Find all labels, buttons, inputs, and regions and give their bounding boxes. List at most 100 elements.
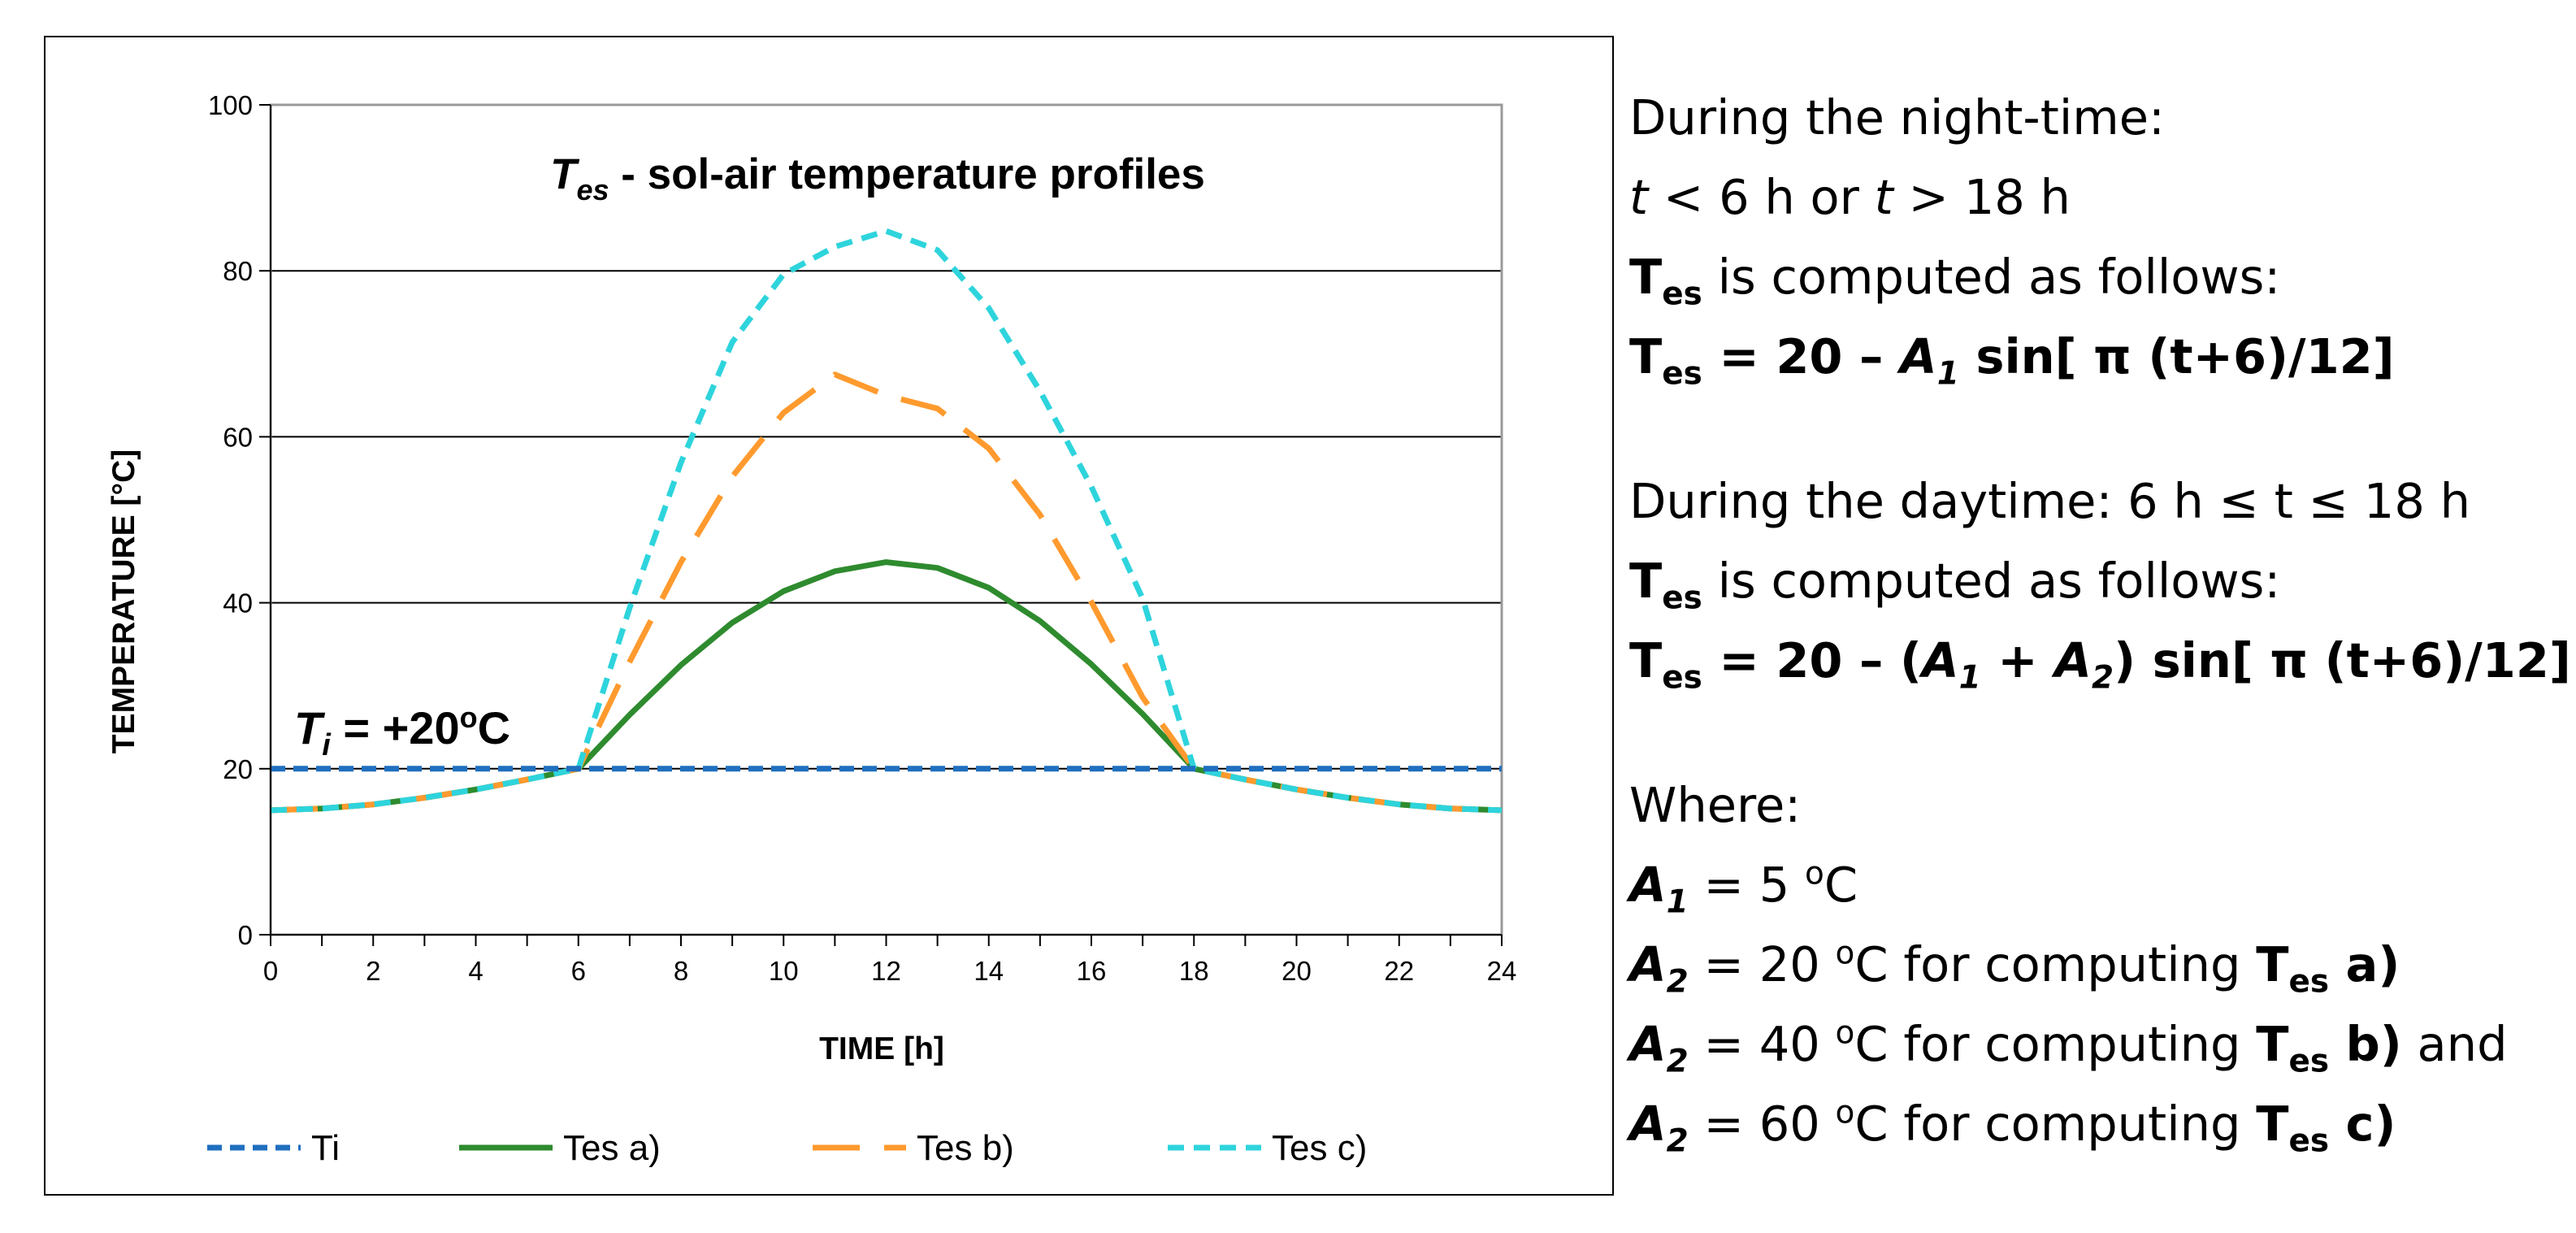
ti-text: = +20 (331, 702, 460, 753)
a2-T-sub: es (2288, 1122, 2330, 1160)
y-tick-label: 40 (223, 588, 253, 619)
df-T: T (1629, 632, 1663, 688)
a2-value: = 40 (1688, 1016, 1836, 1072)
title-symbol: T (550, 150, 580, 198)
day-heading: During the daytime: 6 h ≤ t ≤ 18 h (1629, 473, 2471, 529)
ti-sup: o (460, 701, 478, 734)
chart-title: Tes - sol-air temperature profiles (550, 150, 1205, 206)
explanation-panel: During the night-time: t < 6 h or t > 18… (1629, 78, 2571, 1164)
x-tick-label: 8 (674, 956, 688, 986)
y-tick-label: 20 (223, 754, 253, 784)
nf-part2: sin[ π (t+6)/12] (1958, 328, 2395, 384)
a2-line: A2 = 40 oC for computing Tes b) and (1629, 1005, 2556, 1084)
a2-sup: o (1835, 1014, 1855, 1052)
a2-sup: o (1835, 1094, 1855, 1131)
legend-label: Tes b) (917, 1128, 1014, 1168)
x-tick-label: 0 (263, 956, 278, 986)
chart-frame (44, 36, 1614, 1196)
a2-sub: 2 (1666, 1122, 1689, 1160)
x-tick-label: 14 (974, 956, 1004, 986)
night-computed-rest: is computed as follows: (1702, 249, 2281, 305)
day-computed: Tes is computed as follows: (1629, 541, 2556, 621)
ti-symbol: T (294, 702, 326, 753)
legend: Ti Tes a) Tes b) Tes c) (207, 1128, 1367, 1168)
a2-A: A (1629, 1016, 1667, 1072)
legend-label: Tes a) (563, 1128, 661, 1168)
night-t2: t (1874, 169, 1893, 225)
night-end: > 18 h (1893, 169, 2071, 225)
df-A1: A (1922, 632, 1959, 688)
a2-case: a) (2329, 936, 2400, 992)
nf-A: A (1900, 328, 1937, 384)
a2-A: A (1629, 936, 1667, 992)
y-tick-label: 60 (223, 422, 253, 452)
night-computed: Tes is computed as follows: (1629, 237, 2556, 317)
x-tick-label: 18 (1179, 956, 1209, 986)
day-formula: Tes = 20 – (A1 + A2) sin[ π (t+6)/12] (1629, 621, 2571, 701)
a1-sub: 1 (1666, 884, 1689, 921)
x-tick-label: 2 (366, 956, 380, 986)
df-plus: + (1980, 632, 2055, 688)
y-tick-label: 100 (208, 90, 253, 120)
ti-annotation: Ti = +20oC (294, 701, 510, 762)
x-tick-label: 4 (468, 956, 483, 986)
day-T: T (1629, 553, 1663, 609)
night-mid: < 6 h or (1648, 169, 1875, 225)
nf-part1: = 20 – (1702, 328, 1901, 384)
a2-value: = 20 (1688, 936, 1836, 992)
y-axis-title: TEMPERATURE [°C] (106, 449, 141, 754)
df-T-sub: es (1662, 659, 1702, 697)
a2-rest: C for computing (1854, 1096, 2257, 1152)
night-T: T (1629, 249, 1663, 305)
series-group (270, 228, 1503, 814)
a2-tail: and (2401, 1016, 2508, 1072)
nf-T: T (1629, 328, 1663, 384)
ti-unit: C (478, 702, 510, 753)
a2-sub: 2 (1666, 963, 1689, 1001)
day-computed-rest: is computed as follows: (1702, 553, 2281, 609)
a2-T-sub: es (2288, 1043, 2330, 1080)
a2-value: = 60 (1688, 1096, 1836, 1152)
a2-rest: C for computing (1854, 1016, 2257, 1072)
night-formula: Tes = 20 – A1 sin[ π (t+6)/12] (1629, 317, 2556, 397)
y-tick-label: 80 (223, 256, 253, 286)
title-text: - sol-air temperature profiles (609, 150, 1205, 198)
a2-T: T (2256, 936, 2289, 992)
a2-T: T (2256, 1016, 2289, 1072)
a2-rest: C for computing (1854, 936, 2257, 992)
a2-T-sub: es (2288, 963, 2330, 1001)
a1-sup: o (1805, 855, 1824, 892)
a1-value: = 5 (1688, 857, 1806, 913)
x-tick-label: 24 (1487, 956, 1517, 986)
night-t1: t (1629, 169, 1649, 225)
nf-A-sub: 1 (1936, 355, 1959, 393)
a2-line: A2 = 20 oC for computing Tes a) (1629, 925, 2556, 1005)
a2-case: c) (2329, 1096, 2396, 1152)
x-tick-label: 12 (871, 956, 901, 986)
y-tick-label: 0 (238, 920, 253, 950)
nf-T-sub: es (1662, 355, 1702, 393)
x-tick-label: 16 (1077, 956, 1107, 986)
df-A1-sub: 1 (1958, 659, 1981, 697)
x-tick-label: 6 (571, 956, 586, 986)
title-subscript: es (576, 173, 609, 206)
day-T-sub: es (1662, 580, 1702, 617)
df-A2: A (2054, 632, 2092, 688)
x-tick-label: 22 (1384, 956, 1414, 986)
a2-sub: 2 (1666, 1043, 1689, 1080)
x-axis-title: TIME [h] (819, 1031, 944, 1066)
df-part2: ) sin[ π (t+6)/12] (2114, 632, 2571, 688)
legend-label: Ti (311, 1128, 340, 1168)
a1-unit: C (1824, 857, 1858, 913)
a2-T: T (2256, 1096, 2289, 1152)
night-T-sub: es (1662, 276, 1702, 313)
a2-line: A2 = 60 oC for computing Tes c) (1629, 1084, 2556, 1164)
a1-A: A (1629, 857, 1667, 913)
a2-A: A (1629, 1096, 1667, 1152)
night-heading: During the night-time: (1629, 89, 2165, 145)
where-label: Where: (1629, 777, 1802, 833)
a1-line: A1 = 5 oC (1629, 845, 2556, 925)
x-tick-label: 20 (1281, 956, 1312, 986)
